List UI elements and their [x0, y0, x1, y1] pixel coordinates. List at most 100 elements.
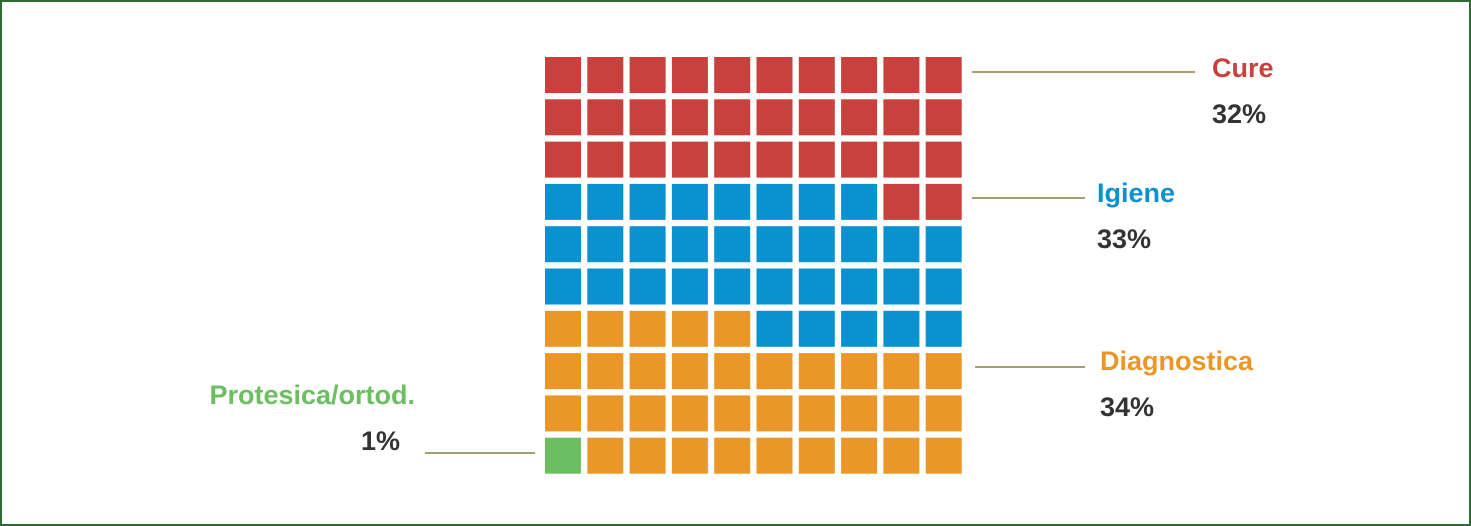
waffle-cell: [883, 99, 920, 136]
waffle-cell: [798, 353, 835, 390]
category-label: Protesica/ortod.: [209, 380, 415, 410]
waffle-cell: [714, 268, 751, 305]
waffle-cell: [671, 353, 708, 390]
waffle-cell: [629, 183, 666, 220]
waffle-cell: [756, 183, 793, 220]
waffle-cell: [545, 141, 581, 178]
waffle-cell: [545, 437, 581, 474]
waffle-cell: [629, 99, 666, 136]
value-label: 34%: [1100, 392, 1154, 422]
waffle-cell: [756, 99, 793, 136]
waffle-cell: [587, 141, 624, 178]
waffle-cell: [545, 310, 581, 347]
waffle-cell: [545, 353, 581, 390]
waffle-cell: [629, 353, 666, 390]
waffle-cell: [756, 268, 793, 305]
waffle-cell: [714, 395, 751, 432]
waffle-cell: [756, 141, 793, 178]
waffle-cell: [629, 395, 666, 432]
waffle-cell: [587, 226, 624, 263]
waffle-cell: [798, 226, 835, 263]
waffle-cell: [545, 99, 581, 136]
waffle-cell: [925, 226, 962, 263]
waffle-cell: [883, 353, 920, 390]
waffle-cell: [756, 226, 793, 263]
waffle-cell: [925, 99, 962, 136]
waffle-cell: [798, 57, 835, 93]
waffle-cell: [629, 310, 666, 347]
waffle-cell: [841, 395, 878, 432]
waffle-cell: [714, 437, 751, 474]
waffle-cell: [587, 437, 624, 474]
waffle-cell: [714, 183, 751, 220]
waffle-cell: [756, 310, 793, 347]
waffle-cell: [671, 395, 708, 432]
waffle-cell: [883, 57, 920, 93]
waffle-cell: [883, 395, 920, 432]
waffle-cell: [756, 57, 793, 93]
waffle-cell: [714, 353, 751, 390]
waffle-cell: [925, 437, 962, 474]
waffle-cell: [629, 57, 666, 93]
category-label: Diagnostica: [1100, 346, 1254, 376]
waffle-cell: [714, 99, 751, 136]
value-label: 32%: [1212, 99, 1266, 129]
waffle-cell: [587, 353, 624, 390]
waffle-cell: [756, 395, 793, 432]
waffle-cell: [629, 141, 666, 178]
waffle-cell: [671, 437, 708, 474]
waffle-cell: [671, 99, 708, 136]
waffle-cell: [545, 226, 581, 263]
waffle-cell: [671, 141, 708, 178]
value-label: 33%: [1097, 224, 1151, 254]
waffle-cell: [671, 226, 708, 263]
waffle-cell: [671, 310, 708, 347]
waffle-cell: [798, 141, 835, 178]
waffle-cell: [587, 395, 624, 432]
waffle-cell: [798, 395, 835, 432]
waffle-cell: [798, 99, 835, 136]
waffle-cell: [841, 141, 878, 178]
waffle-cell: [841, 310, 878, 347]
waffle-cell: [798, 310, 835, 347]
waffle-cell: [671, 57, 708, 93]
waffle-cell: [841, 437, 878, 474]
waffle-cell: [587, 183, 624, 220]
waffle-cell: [545, 268, 581, 305]
waffle-cell: [629, 437, 666, 474]
waffle-cell: [629, 268, 666, 305]
waffle-cell: [883, 310, 920, 347]
waffle-cell: [587, 268, 624, 305]
waffle-cell: [714, 310, 751, 347]
waffle-cell: [798, 268, 835, 305]
waffle-cell: [587, 310, 624, 347]
waffle-cell: [629, 226, 666, 263]
waffle-cell: [714, 226, 751, 263]
waffle-cell: [714, 141, 751, 178]
waffle-cell: [671, 183, 708, 220]
waffle-cell: [756, 353, 793, 390]
waffle-cell: [925, 141, 962, 178]
waffle-cell: [925, 183, 962, 220]
waffle-cell: [798, 437, 835, 474]
waffle-cell: [545, 183, 581, 220]
waffle-cell: [925, 310, 962, 347]
waffle-cell: [714, 57, 751, 93]
category-label: Cure: [1212, 53, 1274, 83]
waffle-cell: [883, 141, 920, 178]
waffle-cell: [587, 99, 624, 136]
waffle-cell: [925, 57, 962, 93]
waffle-cell: [545, 57, 581, 93]
waffle-cell: [841, 226, 878, 263]
waffle-cell: [925, 353, 962, 390]
waffle-cell: [841, 183, 878, 220]
waffle-cell: [587, 57, 624, 93]
waffle-cell: [841, 99, 878, 136]
waffle-cell: [671, 268, 708, 305]
waffle-cell: [883, 268, 920, 305]
waffle-cell: [545, 395, 581, 432]
waffle-cell: [841, 268, 878, 305]
waffle-cell: [883, 226, 920, 263]
value-label: 1%: [361, 426, 400, 456]
